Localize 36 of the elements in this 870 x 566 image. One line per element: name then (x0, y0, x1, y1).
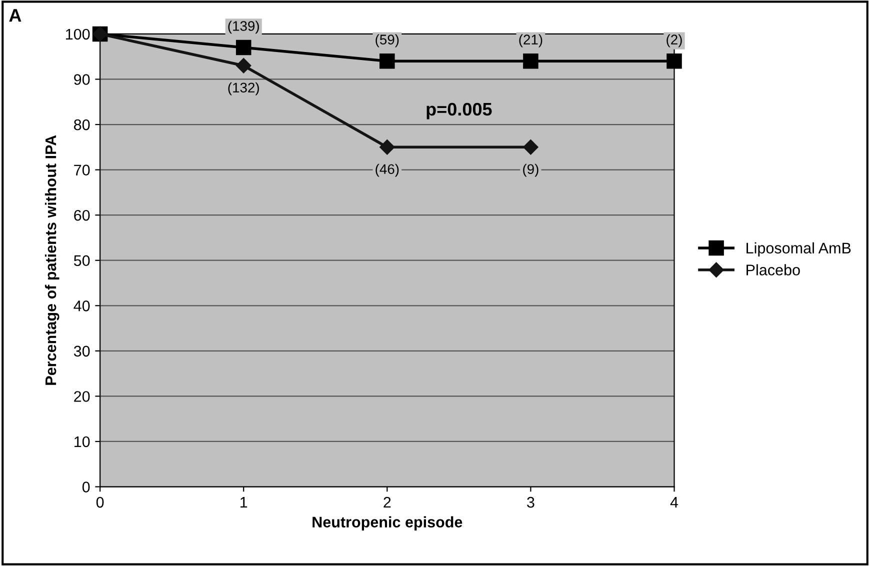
point (236, 40, 252, 56)
y-tick-label: 70 (74, 164, 90, 176)
x-tick-label: 1 (240, 497, 248, 508)
annotation: (59) (376, 34, 399, 48)
point (523, 53, 538, 69)
x-tick-label: 3 (527, 496, 534, 508)
x-axis-title: Neutropenic episode (312, 516, 462, 531)
y-tick-label: 90 (74, 74, 90, 85)
y-tick-label: 10 (74, 436, 90, 448)
annotation: (21) (519, 34, 542, 48)
annotation: (46) (376, 164, 399, 177)
point (380, 140, 395, 155)
y-tick-label: 30 (74, 346, 90, 357)
point (666, 53, 682, 69)
y-tick-label: 0 (82, 482, 90, 492)
annotation: (132) (228, 82, 259, 96)
y-tick-label: 20 (74, 391, 90, 402)
y-tick-label: 80 (74, 119, 90, 130)
y-tick-label: 100 (66, 28, 90, 40)
annotation: p=0.005 (426, 102, 492, 120)
point (380, 53, 395, 69)
x-tick-label: 2 (384, 496, 391, 508)
text: A (9, 9, 22, 22)
point (236, 58, 252, 74)
annotation: (139) (228, 20, 259, 34)
legend-label: Placebo (746, 264, 800, 276)
y-tick-label: 40 (74, 300, 90, 312)
y-axis-title: Percentage of patients without IPA (44, 135, 60, 385)
annotation: (2) (666, 34, 682, 48)
legend-label: Liposomal AmB (746, 242, 851, 257)
x-tick-label: 4 (670, 497, 678, 508)
annotation: (9) (523, 164, 538, 177)
y-tick-label: 60 (74, 210, 90, 221)
x-tick-label: 0 (96, 496, 104, 508)
point (523, 140, 538, 155)
y-tick-label: 50 (74, 255, 90, 266)
